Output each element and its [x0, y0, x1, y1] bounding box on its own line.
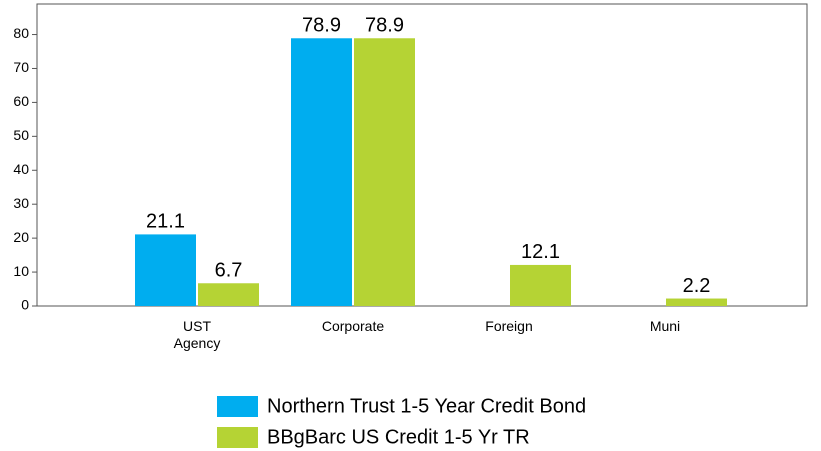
x-tick-label: Corporate — [321, 318, 385, 334]
x-tick-label: UST Agency — [173, 318, 221, 351]
legend-swatch — [217, 427, 258, 448]
y-tick-label: 20 — [13, 229, 29, 245]
y-tick-label: 30 — [13, 195, 29, 211]
y-tick-label: 50 — [13, 127, 29, 143]
x-tick-label: Foreign — [485, 318, 533, 334]
y-tick-label: 70 — [13, 59, 29, 75]
bar — [354, 38, 415, 306]
bar — [666, 298, 727, 306]
value-label: 6.7 — [215, 260, 243, 282]
value-label: 78.9 — [302, 15, 341, 37]
y-tick-label: 0 — [21, 297, 29, 313]
legend-label: BBgBarc US Credit 1-5 Yr TR — [267, 426, 530, 448]
value-label: 21.1 — [146, 211, 185, 233]
bar — [135, 234, 196, 306]
value-label: 78.9 — [365, 15, 404, 37]
y-tick-label: 60 — [13, 93, 29, 109]
y-tick-label: 80 — [13, 25, 29, 41]
y-tick-label: 10 — [13, 263, 29, 279]
bar — [510, 264, 571, 306]
value-label: 12.1 — [521, 241, 560, 263]
x-tick-label: Muni — [649, 318, 681, 334]
value-label: 2.2 — [683, 275, 711, 297]
bar — [291, 38, 352, 306]
y-tick-label: 40 — [13, 161, 29, 177]
legend-label: Northern Trust 1-5 Year Credit Bond — [267, 395, 586, 417]
bar — [198, 283, 259, 306]
legend-swatch — [217, 396, 258, 417]
plot-frame — [36, 3, 808, 307]
